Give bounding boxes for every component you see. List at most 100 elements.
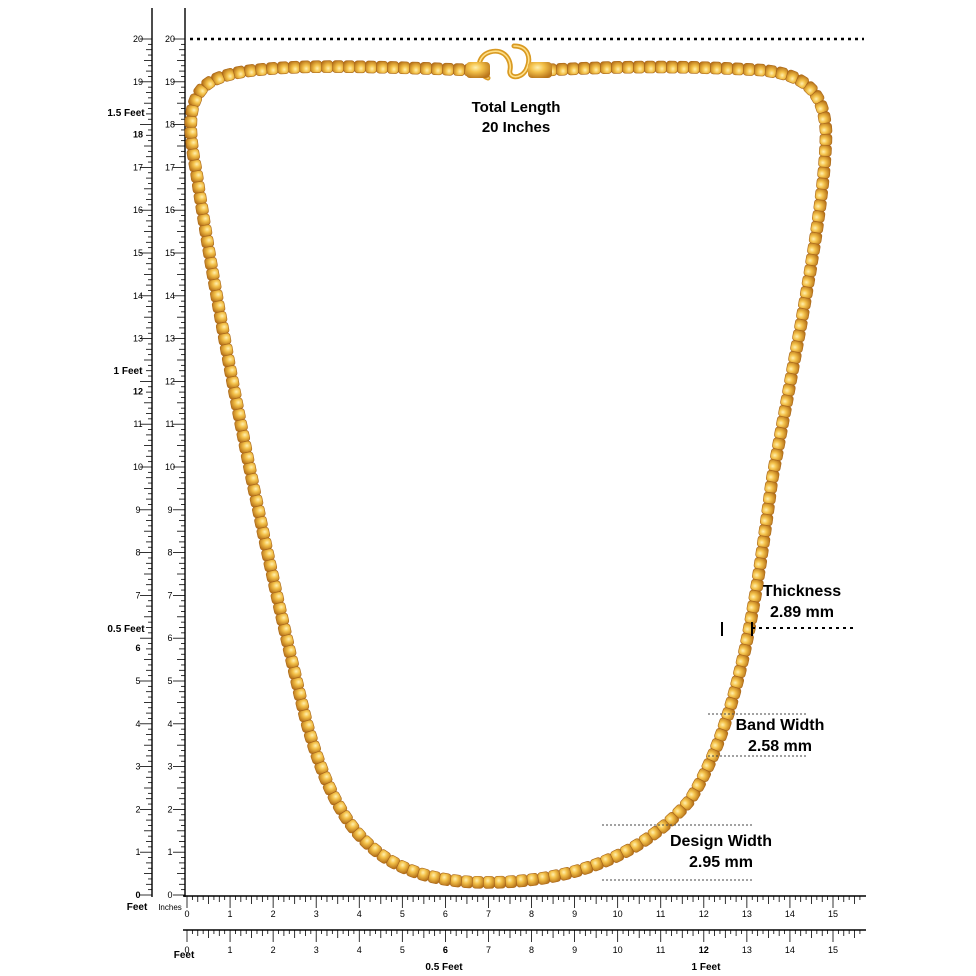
chain-bead bbox=[494, 875, 506, 889]
bottom-ruler-inches-label: 7 bbox=[486, 909, 491, 919]
left-ruler-label: 16 bbox=[133, 205, 143, 215]
chain-bead bbox=[762, 491, 777, 505]
chain-bead bbox=[794, 318, 808, 332]
chain-bead bbox=[764, 480, 778, 494]
bottom-ruler-inches-label: 12 bbox=[699, 909, 709, 919]
band-width-value: 2.58 mm bbox=[748, 738, 812, 755]
chain-bead bbox=[622, 60, 634, 74]
chain-bead bbox=[185, 137, 199, 150]
chain-bead bbox=[753, 63, 766, 77]
chain-bead bbox=[483, 876, 495, 889]
chain-bead bbox=[819, 122, 833, 135]
chain-bead bbox=[198, 224, 213, 237]
chain-bead bbox=[710, 61, 722, 75]
chain-bead bbox=[807, 242, 821, 256]
total-length-label: Total Length bbox=[472, 99, 561, 116]
chain-bead bbox=[188, 159, 202, 172]
bottom-ruler-feet-major-label: 12 bbox=[699, 945, 709, 955]
chain-bead bbox=[310, 60, 322, 74]
left-ruler-label: 7 bbox=[135, 590, 140, 600]
bottom-ruler-inches-label: 14 bbox=[785, 909, 795, 919]
bottom-ruler-feet-label: 13 bbox=[742, 945, 752, 955]
bottom-ruler-feet-label: 8 bbox=[529, 945, 534, 955]
chain-bead bbox=[321, 60, 333, 73]
chain-bead bbox=[759, 513, 774, 526]
left-ruler-label: 18 bbox=[133, 130, 143, 140]
chain-bead bbox=[354, 60, 366, 74]
chain-bead bbox=[288, 60, 301, 74]
chain-bead bbox=[449, 874, 463, 888]
left-ruler-label-inner: 4 bbox=[167, 719, 172, 729]
chain-bead bbox=[244, 64, 257, 78]
bottom-ruler-inches-label: 9 bbox=[572, 909, 577, 919]
chain-bead bbox=[814, 188, 828, 201]
bottom-ruler-inches-label: 15 bbox=[828, 909, 838, 919]
band-width-label: Band Width bbox=[736, 717, 825, 734]
s-hook-clasp bbox=[466, 43, 552, 81]
chain-bead bbox=[577, 61, 590, 75]
chain-bead bbox=[731, 62, 744, 76]
bottom-outer-feet-unit: Feet bbox=[174, 950, 195, 961]
chain-bead bbox=[755, 546, 769, 559]
left-ruler-label: 2 bbox=[135, 804, 140, 814]
chain-bead bbox=[742, 62, 755, 76]
bottom-ruler-feet-label: 10 bbox=[613, 945, 623, 955]
left-ruler-feet-label-1: 1 Feet bbox=[114, 366, 144, 377]
chain-bead bbox=[409, 61, 421, 75]
chain-bead bbox=[277, 61, 290, 75]
chain-bead bbox=[633, 60, 645, 74]
bottom-ruler-inches-label: 3 bbox=[314, 909, 319, 919]
bottom-ruler-feet-label: 12 bbox=[699, 945, 709, 955]
bottom-inner-feet-unit: Feet bbox=[127, 902, 148, 913]
chain-bead bbox=[811, 210, 826, 223]
chain-bead bbox=[190, 170, 204, 183]
bottom-ruler-feet-label: 1 bbox=[228, 945, 233, 955]
chain-bead bbox=[589, 61, 601, 75]
chain-bead bbox=[808, 231, 823, 245]
chain-bead bbox=[431, 62, 443, 76]
bottom-ruler-feet-label: 6 bbox=[443, 945, 448, 955]
bottom-ruler-feet-label: 4 bbox=[357, 945, 362, 955]
left-ruler-label-inner: 13 bbox=[165, 334, 175, 344]
chain-bead bbox=[197, 213, 211, 227]
chain-bead bbox=[515, 874, 528, 888]
chain-bead bbox=[720, 62, 733, 75]
left-ruler-label-inner: 15 bbox=[165, 248, 175, 258]
left-ruler-label: 14 bbox=[133, 291, 143, 301]
bottom-ruler-feet-label: 5 bbox=[400, 945, 405, 955]
left-ruler-label-inner: 14 bbox=[165, 291, 175, 301]
chain-bead bbox=[655, 60, 667, 74]
bottom-ruler-feet-label: 11 bbox=[656, 945, 665, 955]
left-ruler-label: 0 bbox=[135, 890, 140, 900]
chain-bead bbox=[200, 235, 215, 248]
left-ruler-label: 5 bbox=[135, 676, 140, 686]
left-ruler-feet-label-1.5: 1.5 Feet bbox=[107, 108, 145, 119]
left-ruler-label: 15 bbox=[133, 248, 143, 258]
bottom-ruler-feet-major-label: 6 bbox=[443, 945, 448, 955]
chain-bead bbox=[206, 267, 220, 281]
left-ruler-label: 3 bbox=[135, 762, 140, 772]
chain-bead bbox=[810, 220, 824, 234]
chain-bead bbox=[460, 875, 474, 889]
chain-bead bbox=[818, 155, 832, 168]
left-ruler-label: 13 bbox=[133, 334, 143, 344]
chain-bead bbox=[756, 535, 771, 548]
chain-bead bbox=[816, 177, 830, 190]
left-ruler-label-inner: 11 bbox=[165, 419, 174, 429]
chain-strand bbox=[186, 62, 831, 887]
bottom-outer-feet-label-1: 1 Feet bbox=[692, 962, 722, 973]
left-ruler-label-inner: 20 bbox=[165, 34, 175, 44]
chain-bead bbox=[758, 524, 772, 537]
chain-bead bbox=[818, 144, 832, 157]
left-ruler-label-inner: 18 bbox=[165, 120, 175, 130]
chain-bead bbox=[266, 62, 279, 75]
design-width-value: 2.95 mm bbox=[689, 854, 753, 871]
chain-bead bbox=[764, 64, 778, 78]
left-ruler-label-inner: 10 bbox=[165, 462, 175, 472]
bottom-ruler-feet-label: 7 bbox=[486, 945, 491, 955]
bottom-ruler-feet-label: 3 bbox=[314, 945, 319, 955]
bottom-ruler-inches-label: 6 bbox=[443, 909, 448, 919]
bottom-ruler-feet-label: 0 bbox=[184, 945, 189, 955]
chain-bead bbox=[753, 557, 768, 570]
